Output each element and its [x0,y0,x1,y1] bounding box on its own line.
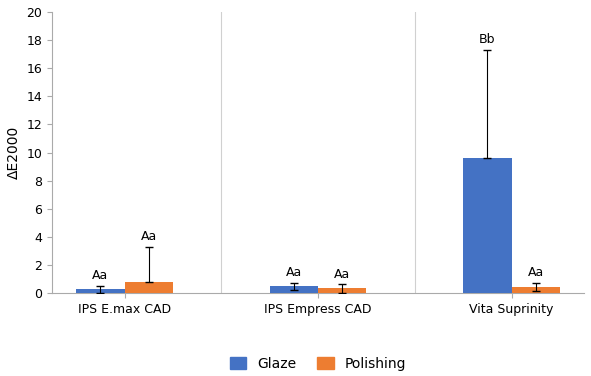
Bar [269,286,318,293]
Legend: Glaze, Polishing: Glaze, Polishing [224,351,412,376]
Text: Aa: Aa [141,230,157,243]
Text: Aa: Aa [92,269,109,282]
Text: Aa: Aa [334,268,350,280]
Y-axis label: ΔE2000: ΔE2000 [7,126,21,179]
Text: Bb: Bb [479,33,496,46]
Bar [76,289,125,293]
Bar [318,288,366,293]
Text: Aa: Aa [286,266,302,279]
Text: Aa: Aa [528,266,544,279]
Bar [125,282,173,293]
Bar [512,287,560,293]
Bar [463,158,512,293]
